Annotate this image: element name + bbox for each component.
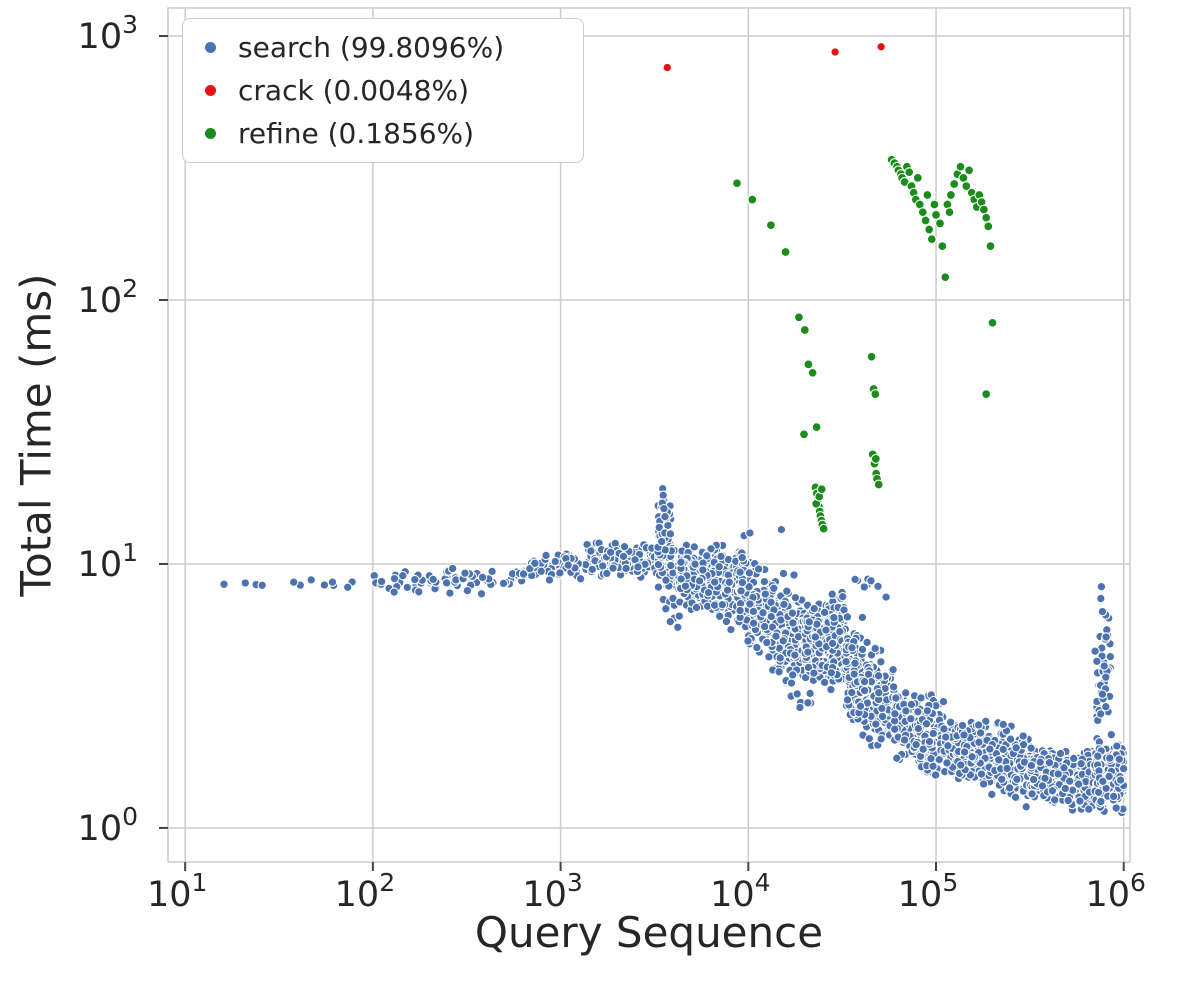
grid xyxy=(167,7,1131,863)
series-refine xyxy=(732,154,998,534)
series-crack xyxy=(662,42,886,73)
legend-marker-search-icon xyxy=(205,42,216,53)
legend-marker-refine-icon xyxy=(205,128,216,139)
y-axis-label: Total Time (ms) xyxy=(11,273,61,597)
x-tick-label: 104 xyxy=(710,868,770,915)
y-tick-label: 101 xyxy=(78,538,138,585)
legend-entry-search: search (99.8096%) xyxy=(205,31,573,64)
legend-label-search: search (99.8096%) xyxy=(238,31,505,64)
legend-label-refine: refine (0.1856%) xyxy=(238,117,475,150)
legend-marker-crack-icon xyxy=(205,85,216,96)
x-tick-label: 106 xyxy=(1085,868,1145,915)
legend-entry-refine: refine (0.1856%) xyxy=(205,117,573,150)
x-tick-label: 103 xyxy=(522,868,582,915)
series-search xyxy=(219,483,1129,818)
y-tick-label: 103 xyxy=(78,10,138,57)
legend-entry-crack: crack (0.0048%) xyxy=(205,74,573,107)
x-tick-label: 105 xyxy=(898,868,958,915)
legend: search (99.8096%) crack (0.0048%) refine… xyxy=(182,18,584,163)
x-axis-label: Query Sequence xyxy=(474,908,824,957)
y-tick-label: 100 xyxy=(78,802,138,849)
legend-label-crack: crack (0.0048%) xyxy=(238,74,469,107)
plot-border xyxy=(167,7,1131,863)
x-tick-label: 101 xyxy=(147,868,207,915)
y-tick-label: 102 xyxy=(78,274,138,321)
x-tick-label: 102 xyxy=(335,868,395,915)
